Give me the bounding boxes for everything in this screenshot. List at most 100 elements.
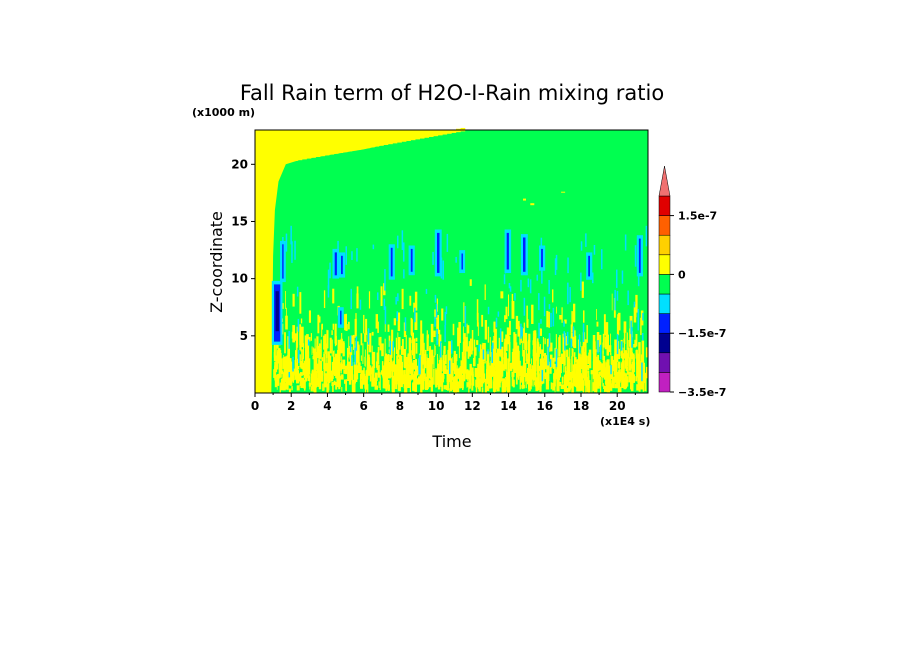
- field-step: [419, 135, 425, 139]
- field-cyan-speck: [418, 357, 420, 375]
- field-speckle: [407, 363, 409, 369]
- field-speckle: [571, 371, 576, 379]
- field-speckle: [505, 306, 508, 320]
- field-cyan-speck: [630, 320, 632, 335]
- field-cyan-speck: [307, 339, 310, 346]
- field-speckle: [453, 357, 456, 375]
- field-speckle: [617, 361, 621, 369]
- colorbar: 1.5e-7 0 −1.5e-7 −3.5e-7: [658, 165, 726, 399]
- field-speckle: [596, 375, 600, 389]
- field-speckle: [532, 372, 534, 387]
- field-cyan-speck: [580, 272, 582, 291]
- field-speckle: [486, 361, 488, 380]
- field-speckle: [460, 360, 463, 371]
- field-step: [415, 135, 420, 140]
- field-speckle: [597, 364, 600, 371]
- field-speckle: [426, 360, 430, 371]
- field-speckle: [528, 357, 530, 374]
- field-step: [442, 131, 448, 135]
- x-tick-label: 20: [609, 399, 626, 413]
- field-step: [351, 147, 357, 151]
- field-speckle: [276, 344, 278, 363]
- field-cyan-speck: [578, 334, 581, 354]
- field-speckle: [602, 351, 604, 361]
- field-cyan-speck: [440, 341, 442, 358]
- field-speckle: [586, 382, 589, 392]
- field-speckle: [503, 352, 507, 370]
- field-speckle: [464, 359, 467, 374]
- field-speckle: [578, 362, 581, 369]
- field-speckle: [482, 373, 486, 382]
- field-cyan-speck: [567, 282, 569, 305]
- field-speckle: [317, 316, 321, 323]
- field-speckle: [303, 343, 304, 359]
- field-speckle: [307, 357, 309, 373]
- field-negative-core: [282, 244, 284, 279]
- field-speckle: [590, 370, 594, 375]
- field-cyan-speck: [541, 262, 543, 284]
- field-speckle: [523, 322, 525, 338]
- field-cyan-speck: [445, 306, 448, 315]
- field-speckle: [349, 346, 351, 360]
- field-speckle: [476, 377, 478, 383]
- field-speckle: [368, 291, 371, 309]
- field-cyan-speck: [637, 308, 639, 331]
- field-speckle: [572, 337, 573, 347]
- colorbar-segment: [658, 274, 671, 295]
- field-speckle: [443, 345, 446, 354]
- field-cyan-speck: [592, 272, 594, 284]
- field-speckle: [470, 338, 472, 353]
- field-speckle: [426, 370, 429, 385]
- field-speckle: [436, 298, 438, 312]
- field-step: [392, 139, 398, 144]
- field-speckle: [382, 365, 386, 379]
- field-speckle: [452, 323, 455, 336]
- field-speckle: [391, 375, 396, 390]
- field-speckle: [605, 362, 610, 372]
- field-speckle: [316, 345, 318, 354]
- field-speckle: [560, 384, 565, 389]
- field-speckle: [584, 355, 588, 374]
- field-cyan-speck: [327, 269, 330, 289]
- field-speckle: [538, 342, 540, 350]
- field-speckle: [420, 384, 423, 393]
- field-speckle: [444, 354, 447, 365]
- field-speckle: [516, 345, 520, 365]
- field-speckle: [583, 376, 585, 381]
- field-cyan-speck: [351, 355, 353, 366]
- field-speckle: [345, 313, 347, 331]
- field-speckle: [526, 359, 529, 364]
- field-cyan-speck: [298, 349, 300, 364]
- field-positive-region: [255, 130, 464, 393]
- field-step: [297, 156, 303, 161]
- field-speckle: [537, 365, 541, 372]
- field-speckle: [437, 379, 441, 390]
- field-speckle: [546, 363, 548, 382]
- field-speckle: [360, 355, 362, 361]
- field-cyan-speck: [377, 292, 379, 300]
- field-speckle: [487, 382, 491, 389]
- field-blip: [530, 203, 535, 206]
- field-speckle: [314, 358, 316, 370]
- field-speckle: [498, 372, 501, 388]
- field-speckle: [475, 382, 478, 393]
- field-speckle: [577, 366, 581, 379]
- field-speckle: [315, 365, 320, 371]
- field-speckle: [403, 349, 407, 368]
- field-cyan-speck: [563, 321, 565, 327]
- field-speckle: [614, 339, 617, 357]
- field-speckle: [377, 346, 380, 365]
- field-speckle: [371, 371, 374, 387]
- field-speckle: [326, 330, 329, 349]
- field-speckle: [522, 365, 525, 377]
- field-speckle: [275, 355, 278, 373]
- field-speckle: [331, 382, 334, 387]
- field-cyan-speck: [288, 372, 290, 378]
- field-speckle: [569, 347, 571, 367]
- field-cyan-speck: [403, 269, 405, 279]
- field-cyan-speck: [550, 312, 552, 327]
- field-speckle: [532, 366, 536, 381]
- field-cyan-speck: [585, 233, 587, 247]
- field-cyan-speck: [327, 285, 330, 298]
- field-speckle: [421, 382, 425, 390]
